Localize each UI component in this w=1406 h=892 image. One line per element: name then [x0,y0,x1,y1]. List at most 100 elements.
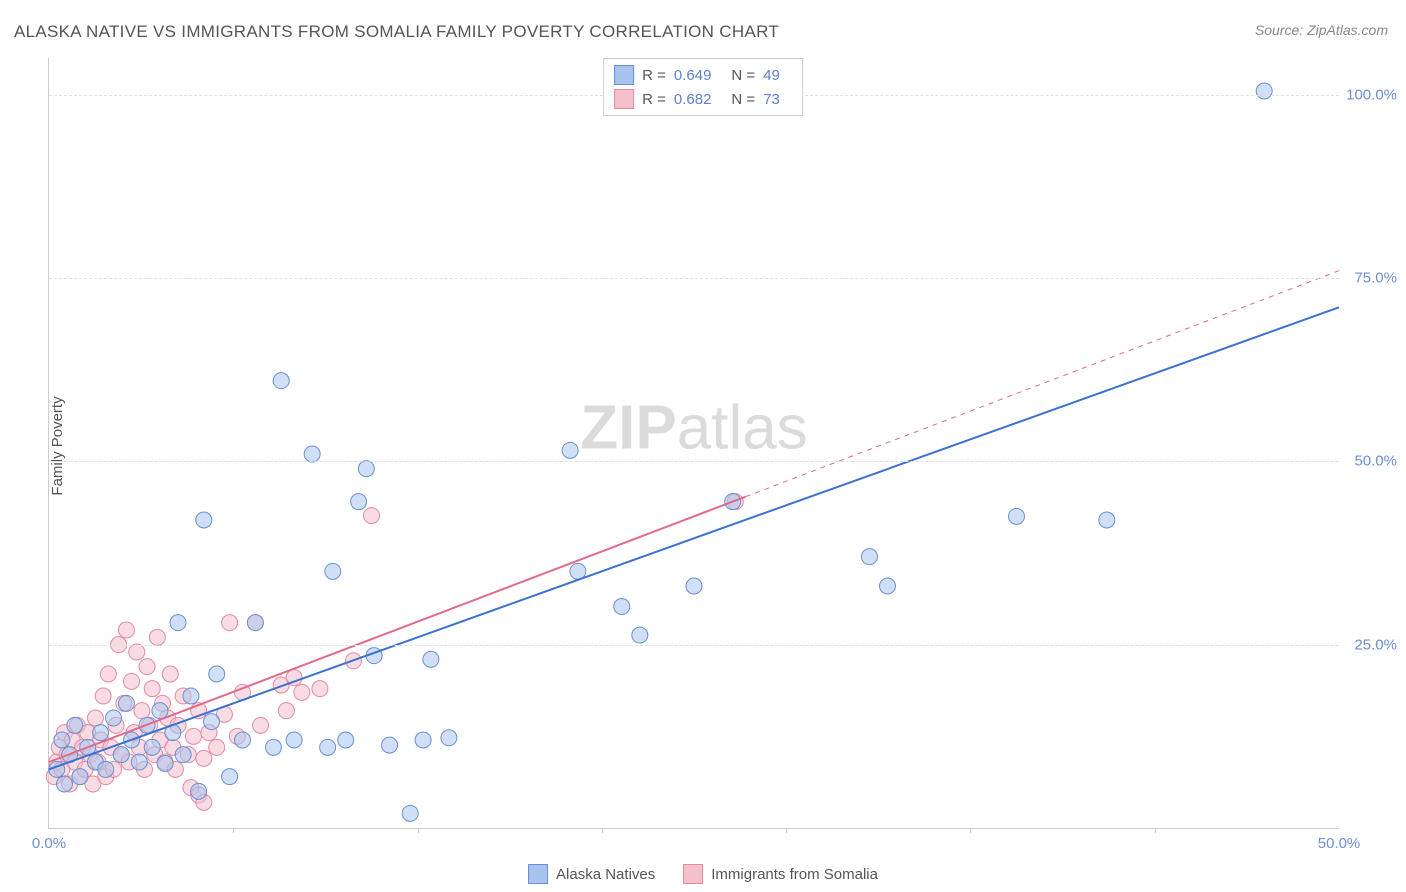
legend-n-label: N = [731,67,755,84]
data-point-somalia [162,666,178,682]
data-point-alaska [247,615,263,631]
chart-title: ALASKA NATIVE VS IMMIGRANTS FROM SOMALIA… [14,22,779,42]
x-tick-mark [233,828,234,833]
legend-r-value-somalia: 0.682 [674,91,712,108]
legend-series: Alaska Natives Immigrants from Somalia [528,864,878,884]
legend-swatch-somalia-icon [614,89,634,109]
legend-n-value-somalia: 73 [763,91,780,108]
data-point-alaska [880,578,896,594]
data-point-somalia [87,710,103,726]
data-point-alaska [286,732,302,748]
data-point-alaska [320,739,336,755]
legend-r-label: R = [642,67,666,84]
legend-item-somalia: Immigrants from Somalia [683,864,878,884]
data-point-alaska [54,732,70,748]
data-point-alaska [235,732,251,748]
plot-area: ZIPatlas 25.0%50.0%75.0%100.0%0.0%50.0% [48,58,1339,829]
source-attribution: Source: ZipAtlas.com [1255,22,1388,38]
data-point-alaska [144,739,160,755]
data-point-alaska [183,688,199,704]
legend-stats-row-somalia: R = 0.682 N = 73 [614,87,792,111]
data-point-somalia [139,659,155,675]
x-tick-mark [1155,828,1156,833]
x-tick-label: 50.0% [1318,835,1361,852]
data-point-alaska [358,461,374,477]
data-point-somalia [129,644,145,660]
data-point-alaska [1099,512,1115,528]
data-point-alaska [325,563,341,579]
data-point-alaska [686,578,702,594]
data-point-alaska [273,373,289,389]
data-point-alaska [67,717,83,733]
x-tick-mark [418,828,419,833]
y-tick-label: 100.0% [1346,86,1397,103]
data-point-somalia [312,681,328,697]
legend-label-somalia: Immigrants from Somalia [711,866,878,883]
data-point-alaska [72,769,88,785]
y-tick-label: 50.0% [1354,453,1397,470]
legend-item-alaska: Alaska Natives [528,864,655,884]
data-point-alaska [118,695,134,711]
data-point-somalia [144,681,160,697]
data-point-alaska [113,747,129,763]
data-point-alaska [222,769,238,785]
legend-label-alaska: Alaska Natives [556,866,655,883]
data-point-somalia [185,728,201,744]
legend-stats: R = 0.649 N = 49 R = 0.682 N = 73 [603,58,803,116]
regression-line-dashed-somalia [746,271,1339,497]
y-tick-label: 25.0% [1354,636,1397,653]
legend-r-label: R = [642,91,666,108]
data-point-alaska [98,761,114,777]
data-point-somalia [95,688,111,704]
data-point-alaska [338,732,354,748]
data-point-alaska [175,747,191,763]
data-point-alaska [157,755,173,771]
data-point-alaska [1256,83,1272,99]
data-point-somalia [100,666,116,682]
data-point-alaska [1009,508,1025,524]
legend-swatch-somalia-icon [683,864,703,884]
data-point-somalia [118,622,134,638]
data-point-somalia [278,703,294,719]
data-point-alaska [861,549,877,565]
data-point-alaska [351,494,367,510]
legend-stats-row-alaska: R = 0.649 N = 49 [614,63,792,87]
data-point-somalia [222,615,238,631]
legend-swatch-alaska-icon [614,65,634,85]
data-point-alaska [191,783,207,799]
data-point-alaska [402,805,418,821]
data-point-somalia [149,629,165,645]
legend-n-value-alaska: 49 [763,67,780,84]
x-tick-label: 0.0% [32,835,66,852]
data-point-somalia [209,739,225,755]
data-point-alaska [152,703,168,719]
data-point-alaska [304,446,320,462]
x-tick-mark [970,828,971,833]
legend-swatch-alaska-icon [528,864,548,884]
x-tick-mark [602,828,603,833]
gridline [49,278,1339,279]
data-point-alaska [209,666,225,682]
legend-r-value-alaska: 0.649 [674,67,712,84]
data-point-alaska [106,710,122,726]
data-point-alaska [382,737,398,753]
regression-line-alaska [49,307,1339,769]
data-point-somalia [364,508,380,524]
data-point-somalia [253,717,269,733]
data-point-alaska [204,714,220,730]
data-point-alaska [56,776,72,792]
chart-svg [49,58,1339,828]
data-point-alaska [614,599,630,615]
data-point-alaska [196,512,212,528]
gridline [49,461,1339,462]
legend-n-label: N = [731,91,755,108]
data-point-somalia [294,684,310,700]
data-point-alaska [562,442,578,458]
gridline [49,645,1339,646]
data-point-alaska [415,732,431,748]
data-point-somalia [134,703,150,719]
y-tick-label: 75.0% [1354,270,1397,287]
data-point-alaska [265,739,281,755]
data-point-somalia [196,750,212,766]
data-point-alaska [131,754,147,770]
